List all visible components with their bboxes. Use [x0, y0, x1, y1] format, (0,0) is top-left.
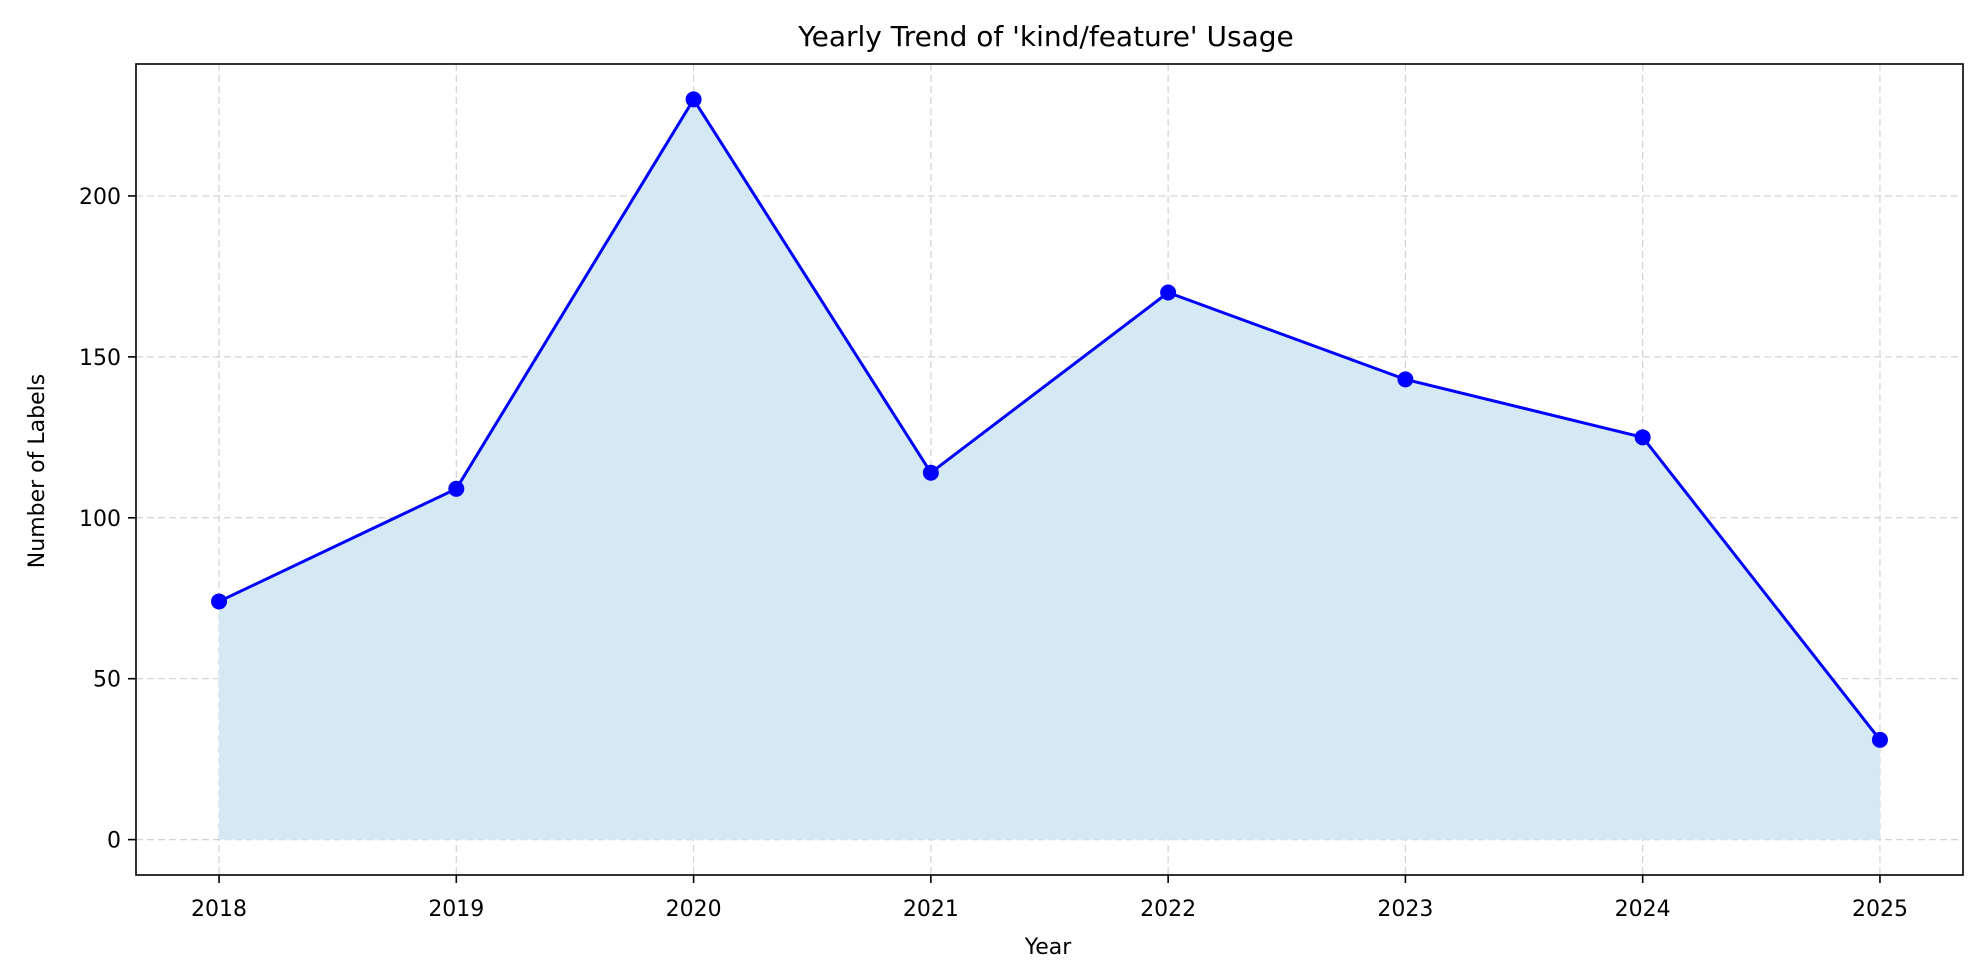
y-tick-label: 100 [79, 507, 121, 532]
data-point [1634, 429, 1651, 446]
series-line [218, 97, 1882, 741]
y-axis-ticks: 0 50 100 150 200 [79, 185, 136, 854]
x-tick-label: 2021 [903, 897, 959, 922]
data-point [1397, 371, 1414, 388]
x-tick-label: 2018 [191, 897, 247, 922]
chart-title: Yearly Trend of 'kind/feature' Usage [797, 20, 1294, 53]
y-tick-label: 0 [107, 829, 121, 854]
plot-frame [135, 63, 1964, 876]
x-tick-label: 2022 [1140, 897, 1196, 922]
series-line-layer [218, 97, 1882, 741]
data-point [1871, 731, 1888, 748]
x-tick-label: 2025 [1852, 897, 1908, 922]
y-axis-label: Number of Labels [25, 374, 50, 568]
area-fill-layer [219, 99, 1880, 840]
data-point [448, 480, 465, 497]
y-tick-label: 150 [79, 346, 121, 371]
data-point [211, 593, 228, 610]
x-tick-label: 2023 [1377, 897, 1433, 922]
y-tick-label: 200 [79, 185, 121, 210]
area-fill [219, 99, 1880, 840]
x-tick-label: 2019 [428, 897, 484, 922]
x-axis-label: Year [1024, 935, 1073, 960]
data-point [922, 464, 939, 481]
x-tick-label: 2020 [666, 897, 722, 922]
x-axis-ticks: 2018 2019 2020 2021 2022 2023 2024 2025 [191, 875, 1908, 922]
data-point [685, 91, 702, 108]
data-points [211, 91, 1888, 748]
x-tick-label: 2024 [1615, 897, 1671, 922]
data-point [1160, 284, 1177, 301]
y-tick-label: 50 [93, 668, 121, 693]
